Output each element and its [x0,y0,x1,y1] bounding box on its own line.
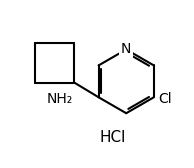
Text: HCl: HCl [100,130,126,145]
Text: Cl: Cl [159,92,172,106]
Text: N: N [121,43,131,56]
Text: NH₂: NH₂ [47,92,73,106]
